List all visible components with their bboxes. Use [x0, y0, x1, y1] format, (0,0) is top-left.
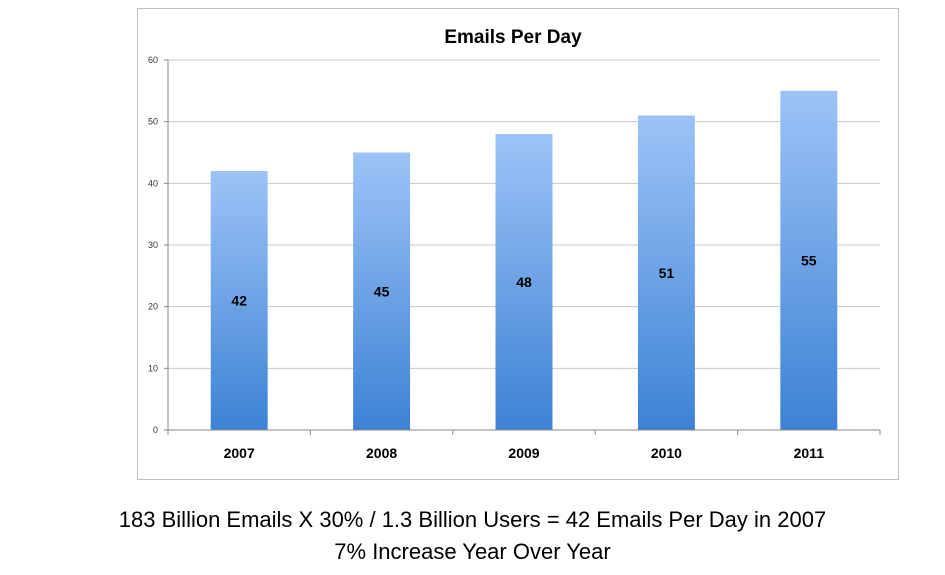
- x-tick-label-2008: 2008: [366, 445, 397, 461]
- caption-line-2: 7% Increase Year Over Year: [334, 539, 611, 564]
- emails-per-day-chart: Emails Per Day 42 45 48 51 55 0 10 20 30 40 50 60 2…: [148, 27, 881, 461]
- x-tick-label-2009: 2009: [508, 445, 539, 461]
- chart-frame: Emails Per Day 42 45 48 51 55 0 10 20 30 40 50 60 2…: [137, 8, 899, 480]
- y-tick-label: 60: [148, 55, 158, 65]
- y-tick-label: 20: [148, 302, 158, 312]
- y-tick-label: 30: [148, 240, 158, 250]
- y-tick-label: 0: [153, 425, 158, 435]
- y-tick-label: 50: [148, 117, 158, 127]
- bar-2009: [495, 134, 553, 430]
- caption-line-1: 183 Billion Emails X 30% / 1.3 Billion U…: [118, 507, 827, 532]
- data-label-2011: 55: [801, 252, 817, 268]
- bars: 42 45 48 51 55: [210, 90, 838, 430]
- x-tick-label-2011: 2011: [794, 445, 825, 461]
- data-label-2010: 51: [659, 265, 675, 281]
- axes: 0 10 20 30 40 50 60 2007 2008 2009 2010 2011: [148, 55, 881, 461]
- y-tick-label: 40: [148, 178, 158, 188]
- data-label-2007: 42: [231, 293, 247, 309]
- bar-2008: [353, 152, 411, 430]
- data-label-2009: 48: [516, 274, 532, 290]
- data-label-2008: 45: [374, 283, 390, 299]
- x-tick-label-2007: 2007: [224, 445, 255, 461]
- y-tick-label: 10: [148, 363, 158, 373]
- bar-2010: [637, 115, 695, 430]
- bar-2007: [210, 171, 268, 430]
- chart-title: Emails Per Day: [444, 27, 582, 48]
- x-tick-label-2010: 2010: [651, 445, 682, 461]
- bar-2011: [780, 90, 838, 430]
